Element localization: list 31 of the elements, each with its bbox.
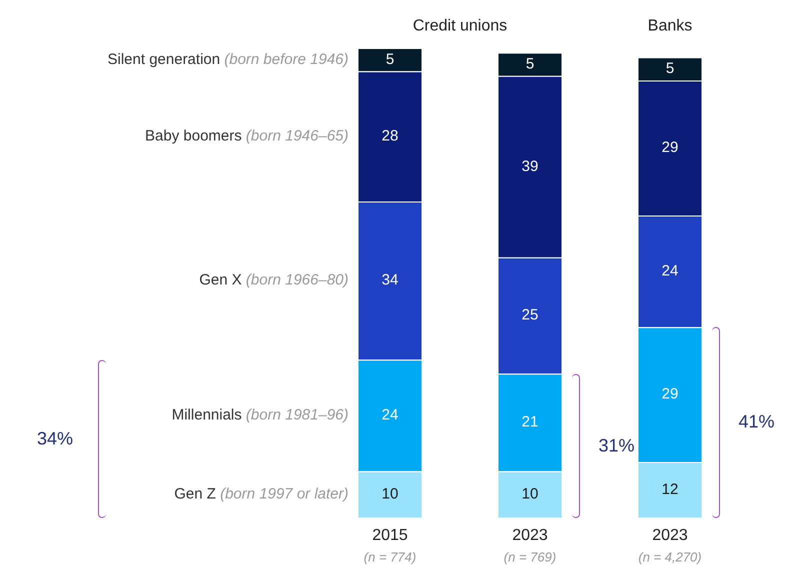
text: (n = 4,270) — [638, 549, 702, 564]
series-label: Baby boomers (born 1946–65) — [145, 128, 349, 145]
text: Credit unions — [412, 17, 508, 34]
data-label: 24 — [662, 262, 678, 280]
data-label: 10 — [522, 486, 538, 503]
x-tick-label: 2015 — [372, 526, 408, 544]
data-label: 21 — [522, 414, 538, 431]
data-label: 39 — [522, 158, 538, 175]
data-label: 24 — [382, 406, 398, 424]
x-tick-label: 2023 — [652, 526, 688, 544]
annotation: 31% — [598, 435, 635, 456]
data-label: 25 — [522, 306, 538, 324]
series-label: Millennials (born 1981–96) — [172, 406, 349, 424]
data-label: 5 — [526, 55, 534, 72]
data-label: 10 — [382, 486, 398, 503]
annotation: 41% — [738, 412, 775, 433]
data-label: 5 — [666, 60, 674, 78]
data-label: 5 — [386, 50, 394, 68]
text: 34% — [36, 428, 74, 450]
data-label: 29 — [662, 139, 678, 156]
series-label: Silent generation (born before 1946) — [108, 50, 349, 68]
data-label: 28 — [382, 128, 398, 145]
data-label: 12 — [662, 481, 678, 498]
data-label: 34 — [382, 272, 398, 289]
text: (n = 769) — [504, 549, 556, 564]
x-tick-label: 2023 — [512, 526, 548, 544]
series-label: Gen Z (born 1997 or later) — [174, 486, 349, 503]
text: (n = 774) — [364, 549, 416, 564]
series-label: Gen X (born 1966–80) — [199, 272, 349, 289]
data-label: 29 — [662, 386, 678, 403]
text: Banks — [648, 17, 692, 34]
